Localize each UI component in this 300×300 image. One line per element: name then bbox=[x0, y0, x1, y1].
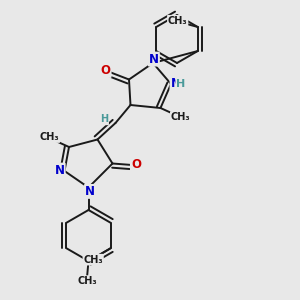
Text: N: N bbox=[170, 76, 181, 90]
Text: N: N bbox=[85, 185, 95, 198]
Text: H: H bbox=[176, 79, 185, 89]
Text: N: N bbox=[149, 52, 159, 66]
Text: O: O bbox=[131, 158, 141, 172]
Text: CH₃: CH₃ bbox=[40, 132, 59, 142]
Text: CH₃: CH₃ bbox=[83, 255, 103, 265]
Text: CH₃: CH₃ bbox=[168, 16, 188, 26]
Text: CH₃: CH₃ bbox=[171, 112, 190, 122]
Text: N: N bbox=[55, 164, 65, 177]
Text: H: H bbox=[100, 114, 108, 124]
Text: O: O bbox=[100, 64, 111, 77]
Text: CH₃: CH₃ bbox=[77, 276, 97, 286]
